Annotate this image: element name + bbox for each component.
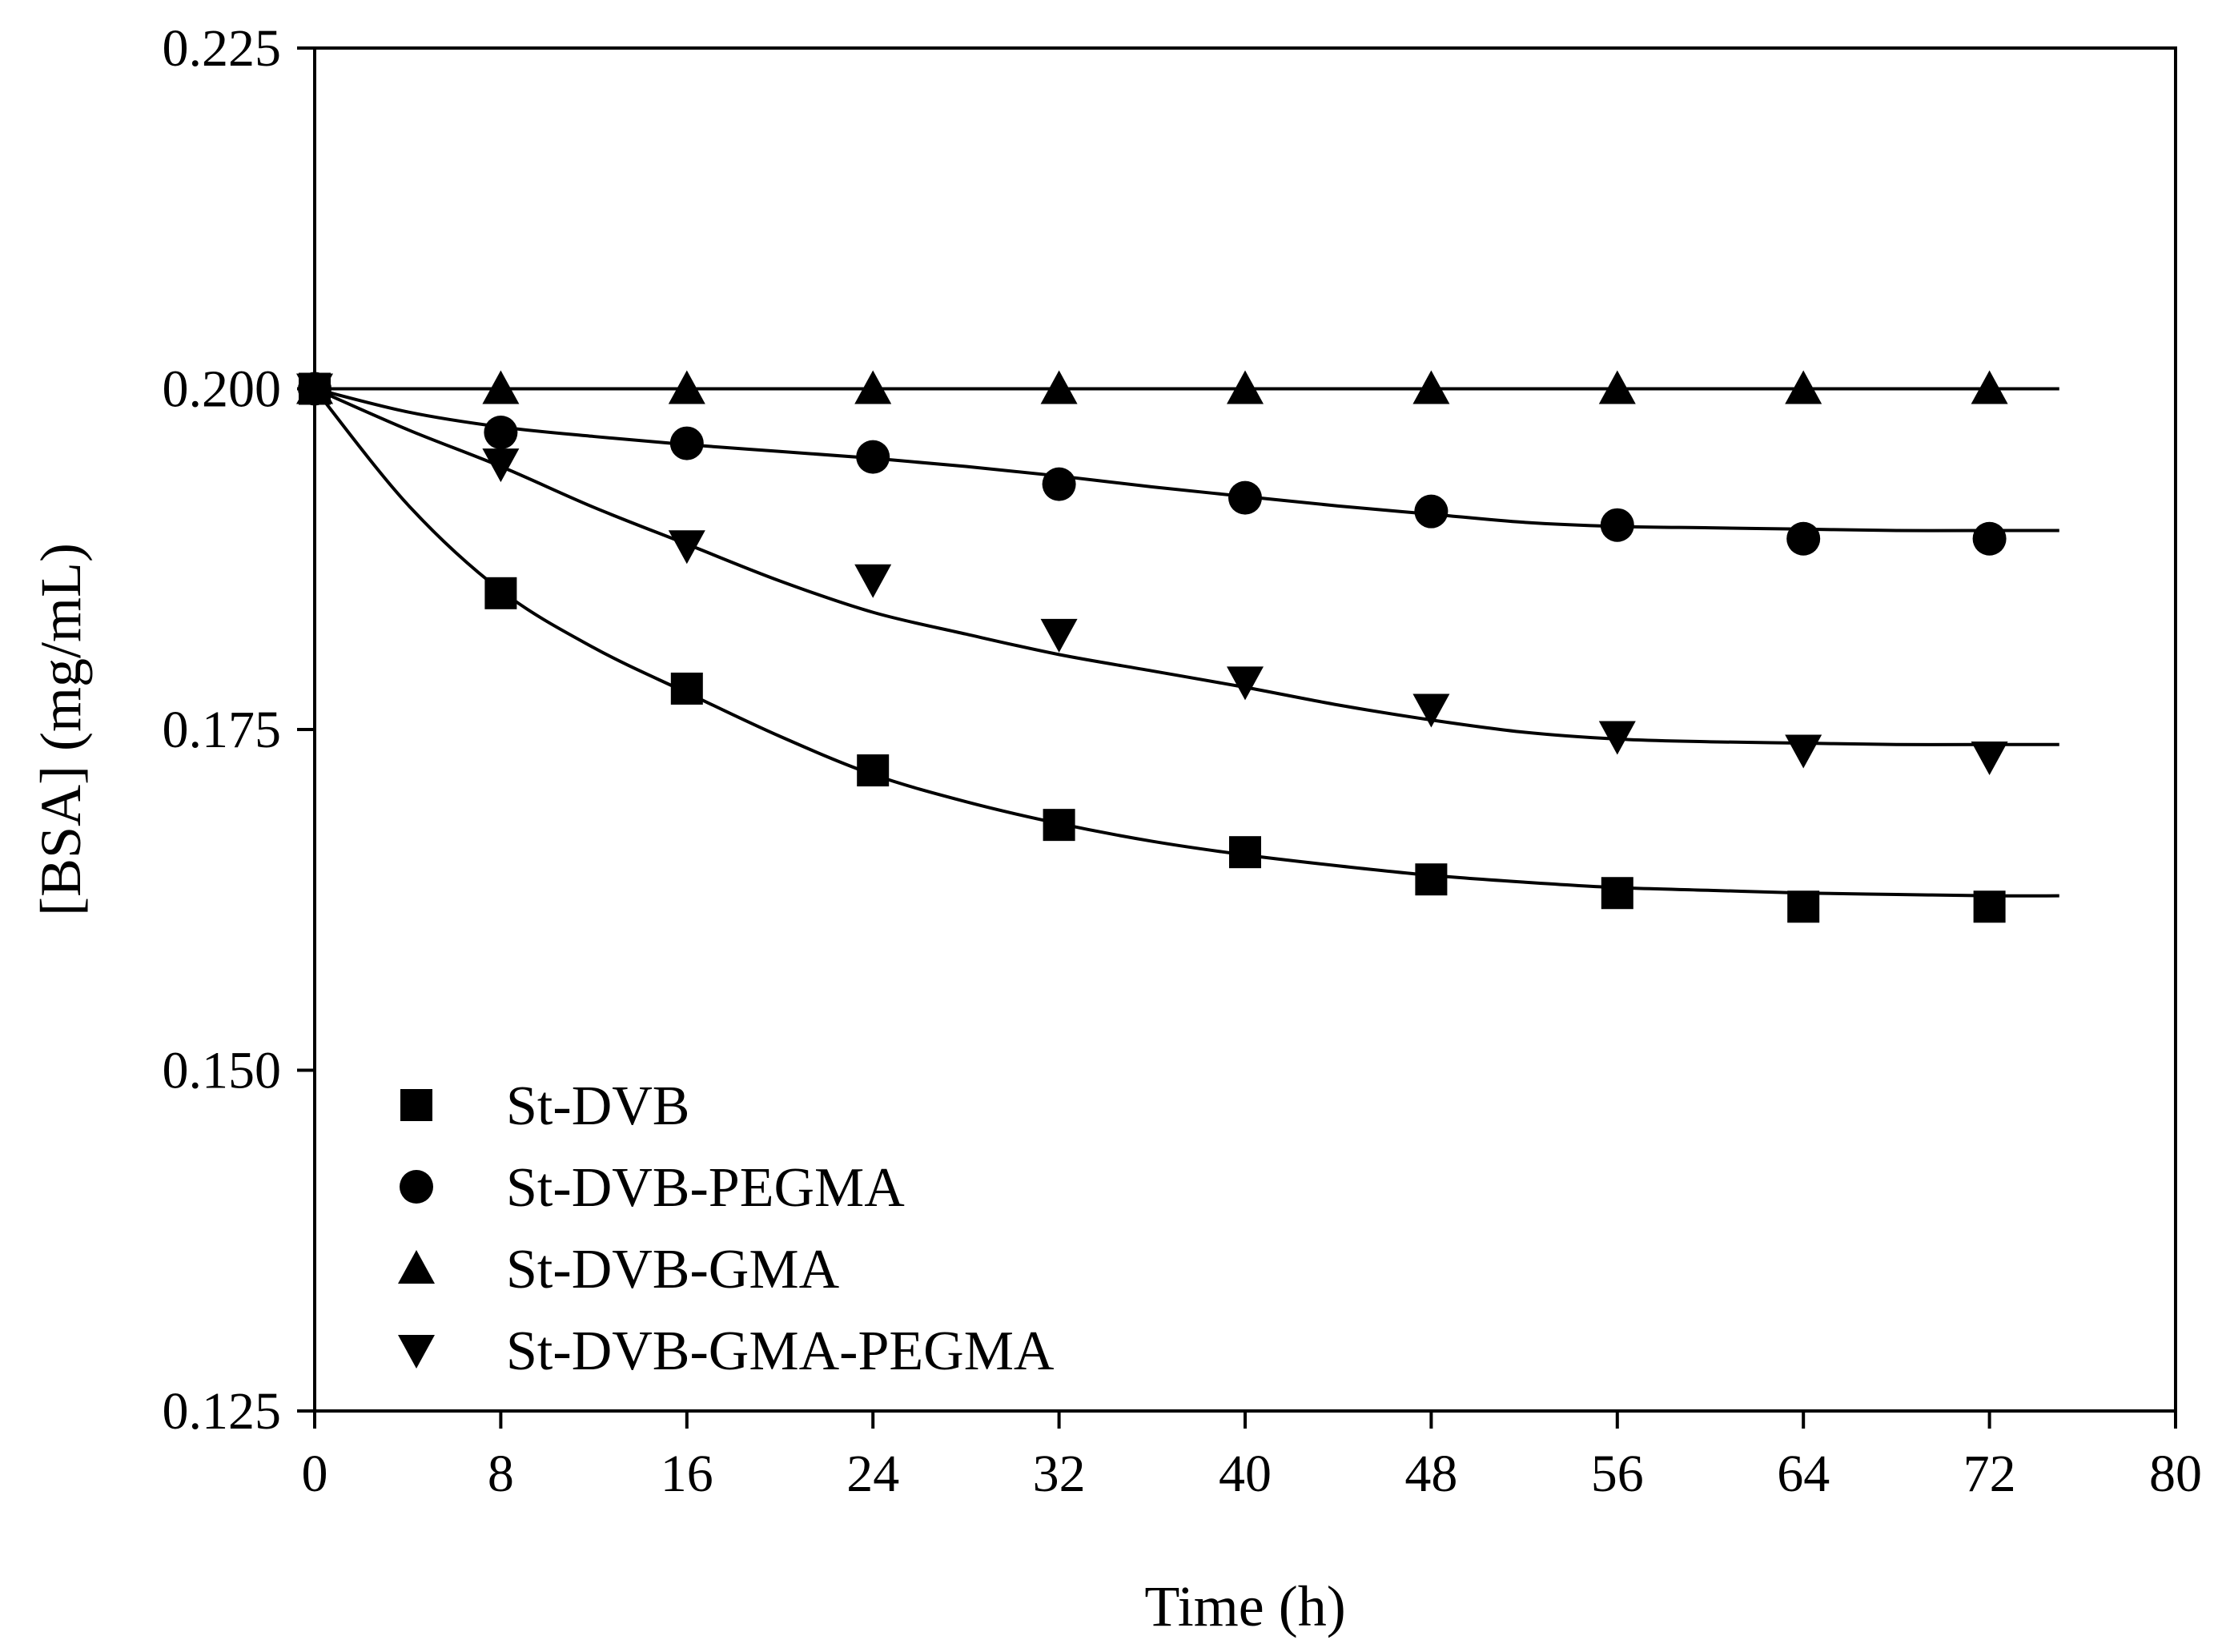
x-tick-label: 56	[1591, 1445, 1644, 1503]
legend-marker-circle	[400, 1170, 433, 1204]
data-point-triangle-up	[1040, 370, 1078, 404]
data-point-circle	[1228, 480, 1262, 515]
y-tick-label: 0.125	[163, 1382, 282, 1441]
data-point-triangle-down	[482, 448, 520, 483]
x-tick-label: 80	[2149, 1445, 2202, 1503]
data-point-triangle-up	[1227, 370, 1264, 404]
data-point-triangle-down	[1598, 721, 1636, 755]
data-markers	[296, 370, 2008, 923]
data-point-circle	[856, 440, 890, 474]
fit-curve-square	[313, 388, 2059, 898]
axes: 0 8 16 24 32 40 48 56 64 72 80 0.125 0.150 0.175 0.200…	[163, 19, 2203, 1503]
legend-label: St-DVB-PEGMA	[506, 1157, 905, 1219]
data-point-triangle-down	[1040, 618, 1078, 653]
x-tick-label: 40	[1219, 1445, 1272, 1503]
x-axis-title: Time (h)	[1144, 1574, 1345, 1638]
legend-marker-square	[400, 1089, 432, 1121]
y-tick-label: 0.225	[163, 19, 282, 78]
x-tick-label: 72	[1963, 1445, 2016, 1503]
data-point-square	[857, 754, 890, 787]
data-point-triangle-down	[1971, 742, 2008, 776]
data-point-square	[1415, 863, 1448, 896]
data-point-square	[484, 577, 517, 609]
data-point-square	[1973, 890, 2006, 923]
data-point-circle	[1042, 467, 1076, 501]
legend: St-DVB St-DVB-PEGMA St-DVB-GMA St-DVB-GMA-P…	[398, 1075, 1055, 1382]
data-point-triangle-up	[1971, 370, 2008, 404]
y-tick-label: 0.175	[163, 701, 282, 759]
data-point-triangle-up	[482, 370, 520, 404]
data-point-square	[670, 672, 703, 705]
y-tick-label: 0.150	[163, 1042, 282, 1100]
x-tick-label: 0	[302, 1445, 328, 1503]
legend-label: St-DVB-GMA	[506, 1239, 840, 1300]
data-point-triangle-down	[1227, 666, 1264, 701]
data-point-triangle-down	[1412, 693, 1450, 728]
fit-curves	[313, 387, 2059, 898]
data-point-circle	[1414, 494, 1449, 529]
legend-marker-triangle-down	[398, 1335, 435, 1369]
legend-label: St-DVB	[506, 1075, 689, 1137]
data-point-triangle-down	[854, 564, 892, 598]
data-point-triangle-down	[296, 373, 333, 408]
data-point-square	[1229, 836, 1261, 869]
data-point-triangle-down	[1785, 734, 1822, 769]
data-point-circle	[1600, 508, 1634, 542]
data-point-triangle-down	[668, 530, 705, 565]
x-tick-label: 32	[1033, 1445, 1086, 1503]
fit-curve-triangle-down	[314, 387, 2059, 746]
x-tick-label: 48	[1404, 1445, 1457, 1503]
data-point-square	[1787, 890, 1820, 923]
x-tick-label: 8	[488, 1445, 514, 1503]
data-point-triangle-up	[668, 370, 705, 404]
data-point-circle	[669, 426, 704, 460]
legend-label: St-DVB-GMA-PEGMA	[506, 1320, 1055, 1382]
y-tick-label: 0.200	[163, 360, 282, 419]
data-point-square	[1043, 809, 1075, 842]
legend-marker-triangle-up	[398, 1250, 435, 1284]
data-point-triangle-up	[854, 370, 892, 404]
data-point-triangle-up	[1785, 370, 1822, 404]
data-point-triangle-up	[1598, 370, 1636, 404]
x-tick-label: 24	[846, 1445, 899, 1503]
x-tick-label: 16	[661, 1445, 713, 1503]
y-axis-title: [BSA] (mg/mL)	[29, 543, 93, 916]
fit-curve-circle	[314, 387, 2059, 533]
data-point-circle	[1972, 521, 2007, 556]
data-point-circle	[1786, 521, 1821, 556]
data-point-square	[1601, 877, 1633, 910]
data-point-triangle-up	[1412, 370, 1450, 404]
x-tick-label: 64	[1777, 1445, 1830, 1503]
data-point-circle	[484, 415, 518, 449]
